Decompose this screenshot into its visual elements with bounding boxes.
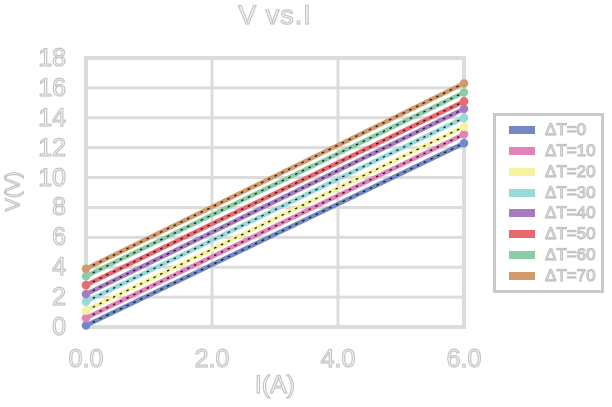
series-marker-start-6 <box>81 271 91 281</box>
x-tick-label: 6.0 <box>446 345 482 373</box>
legend-label-2: ΔT=20 <box>544 161 596 181</box>
legend-item-6: ΔT=60 <box>496 245 601 265</box>
series-marker-start-4 <box>81 289 91 299</box>
series-marker-end-1 <box>459 129 469 139</box>
chart-title: V vs.I <box>238 0 312 31</box>
legend-label-0: ΔT=0 <box>544 119 587 139</box>
legend-swatch-1 <box>509 146 535 155</box>
series-trendline-7 <box>85 82 465 270</box>
series-marker-end-3 <box>459 113 469 123</box>
series-marker-start-7 <box>81 264 91 274</box>
legend-item-7: ΔT=70 <box>496 265 601 286</box>
legend-swatch-5 <box>509 230 535 239</box>
series-marker-start-2 <box>81 306 91 315</box>
legend-swatch-6 <box>509 251 535 260</box>
series-marker-end-6 <box>459 88 469 97</box>
series-trendline-3 <box>85 117 465 303</box>
y-tick-label: 4 <box>51 253 66 282</box>
legend-label-1: ΔT=10 <box>544 140 596 160</box>
series-trendline-5 <box>85 100 465 286</box>
plot-frame <box>84 56 466 329</box>
legend-item-1: ΔT=10 <box>496 140 601 161</box>
series-trendline-0 <box>85 142 465 327</box>
series-marker-end-0 <box>459 138 469 148</box>
y-tick-label: 0 <box>51 312 66 341</box>
series-marker-start-5 <box>81 280 91 290</box>
series-trendline-2 <box>85 126 465 312</box>
x-tick-label: 0.0 <box>68 345 104 373</box>
legend-label-7: ΔT=70 <box>544 265 596 285</box>
series-trendline-6 <box>85 91 465 277</box>
legend-swatch-7 <box>509 272 535 280</box>
legend-swatch-2 <box>509 167 535 176</box>
y-tick-label: 8 <box>51 193 66 222</box>
series-marker-start-1 <box>81 313 91 323</box>
legend-swatch-4 <box>509 209 535 218</box>
y-tick-label: 14 <box>38 103 67 132</box>
legend-label-3: ΔT=30 <box>544 182 596 202</box>
series-marker-start-0 <box>81 321 91 330</box>
x-tick-label: 4.0 <box>320 345 356 373</box>
legend-label-5: ΔT=50 <box>544 224 596 244</box>
y-tick-label: 6 <box>51 223 66 252</box>
series-marker-start-3 <box>81 297 91 306</box>
y-tick-label: 12 <box>38 133 67 162</box>
series-trendline-4 <box>85 108 465 295</box>
y-tick-label: 16 <box>38 73 67 102</box>
series-marker-end-4 <box>459 104 469 114</box>
y-tick-label: 2 <box>51 283 66 312</box>
legend-swatch-3 <box>509 188 535 197</box>
y-tick-label: 10 <box>38 163 67 192</box>
legend-label-4: ΔT=40 <box>544 203 596 223</box>
x-axis-title: I(A) <box>254 370 296 399</box>
legend-item-4: ΔT=40 <box>496 203 601 223</box>
series-marker-end-5 <box>459 97 469 106</box>
legend-item-3: ΔT=30 <box>496 182 601 203</box>
x-tick-label: 2.0 <box>194 345 230 373</box>
legend: ΔT=0 ΔT=10 ΔT=20 ΔT=30 ΔT=40 ΔT=50 ΔT=60 ΔT=70 <box>493 113 604 293</box>
series-trendline-1 <box>85 133 465 319</box>
legend-item-5: ΔT=50 <box>496 224 601 244</box>
legend-label-6: ΔT=60 <box>544 245 596 265</box>
y-tick-label: 18 <box>38 43 67 72</box>
legend-item-2: ΔT=20 <box>496 161 601 182</box>
legend-item-0: ΔT=0 <box>496 119 601 140</box>
legend-swatch-0 <box>509 125 535 134</box>
series-marker-end-7 <box>459 79 469 88</box>
series-marker-end-2 <box>459 122 469 132</box>
